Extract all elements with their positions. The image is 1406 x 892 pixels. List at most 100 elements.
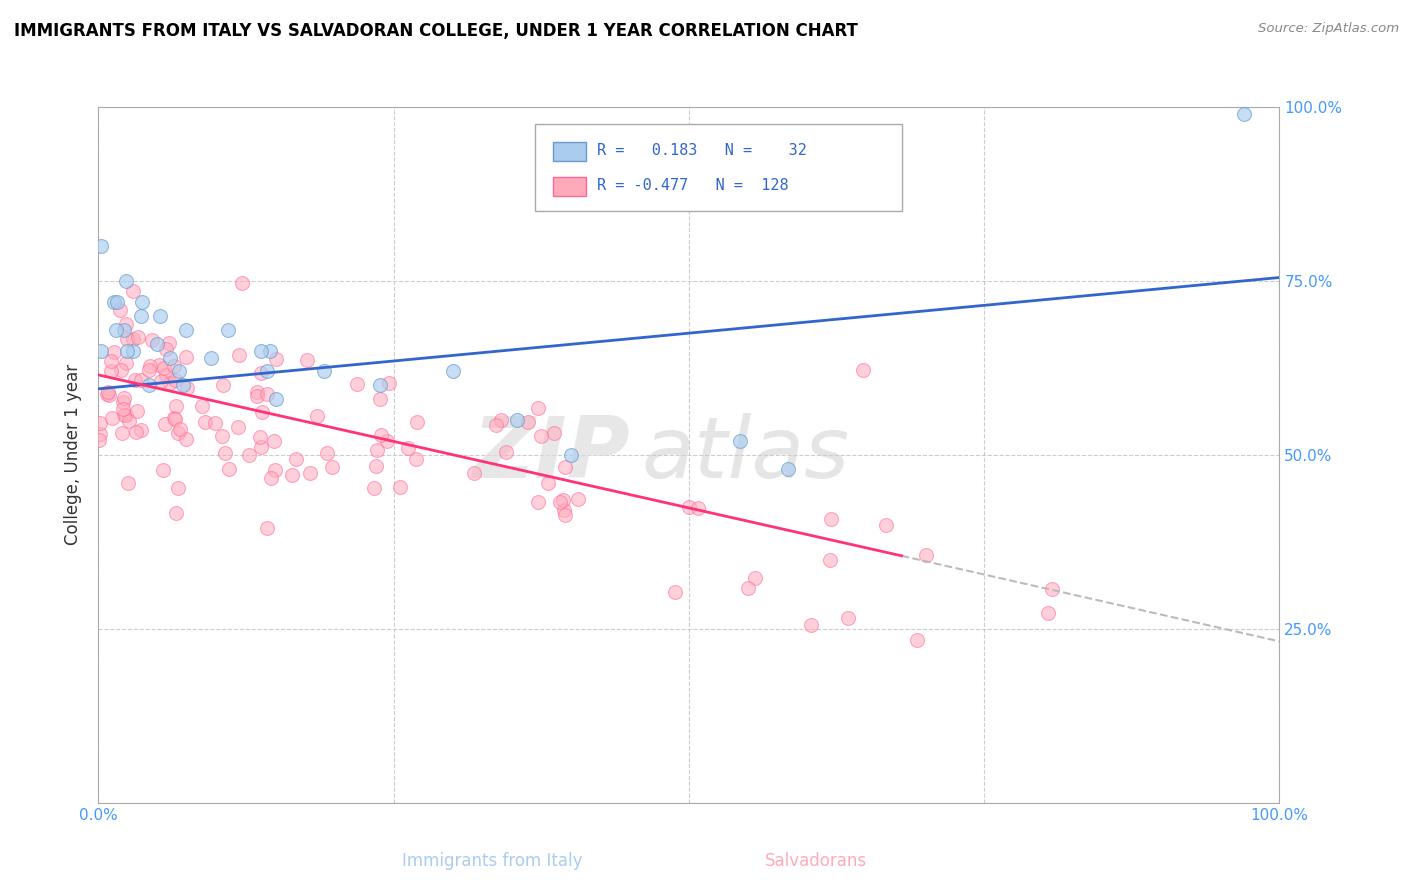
Point bbox=[678, 500, 700, 514]
Point bbox=[163, 373, 186, 387]
Point bbox=[226, 420, 249, 434]
Point bbox=[155, 342, 177, 356]
Point bbox=[263, 434, 285, 448]
Point bbox=[228, 348, 250, 362]
Point bbox=[146, 336, 169, 351]
Point bbox=[115, 317, 138, 331]
Point bbox=[664, 584, 686, 599]
Text: atlas: atlas bbox=[641, 413, 849, 497]
Point bbox=[167, 364, 190, 378]
Point bbox=[100, 364, 122, 378]
Text: IMMIGRANTS FROM ITALY VS SALVADORAN COLLEGE, UNDER 1 YEAR CORRELATION CHART: IMMIGRANTS FROM ITALY VS SALVADORAN COLL… bbox=[14, 22, 858, 40]
Y-axis label: College, Under 1 year: College, Under 1 year bbox=[65, 364, 83, 546]
Point bbox=[108, 303, 131, 318]
Point bbox=[217, 323, 239, 337]
Point bbox=[250, 404, 273, 418]
Point bbox=[165, 412, 187, 426]
Point bbox=[820, 512, 842, 526]
Point bbox=[281, 467, 304, 482]
Point bbox=[321, 459, 343, 474]
Point bbox=[915, 548, 938, 562]
Point bbox=[744, 572, 766, 586]
Point bbox=[543, 425, 565, 440]
Point bbox=[204, 416, 226, 430]
Point bbox=[107, 294, 129, 309]
Point bbox=[149, 309, 172, 323]
Point bbox=[96, 385, 118, 400]
Point bbox=[554, 508, 576, 522]
Point bbox=[194, 415, 217, 429]
Point bbox=[368, 378, 391, 392]
Point bbox=[176, 432, 198, 446]
Text: ZIP: ZIP bbox=[472, 413, 630, 497]
Point bbox=[118, 414, 141, 428]
Point bbox=[176, 323, 198, 337]
Point bbox=[117, 475, 139, 490]
Point bbox=[249, 343, 271, 358]
Point bbox=[305, 409, 328, 423]
Point bbox=[852, 362, 875, 376]
Point bbox=[256, 364, 278, 378]
Point bbox=[105, 323, 128, 337]
Point bbox=[90, 343, 112, 358]
Point bbox=[776, 462, 799, 476]
Point bbox=[112, 392, 135, 406]
Text: R = -0.477   N =  128: R = -0.477 N = 128 bbox=[596, 178, 789, 194]
Point bbox=[110, 363, 132, 377]
Point bbox=[167, 425, 190, 440]
Point bbox=[405, 452, 427, 467]
Point bbox=[157, 335, 180, 350]
Point bbox=[907, 633, 929, 648]
Point bbox=[560, 448, 582, 462]
Point bbox=[167, 481, 190, 495]
Point bbox=[837, 610, 859, 624]
Point bbox=[363, 481, 385, 495]
Point bbox=[238, 448, 260, 462]
Point bbox=[129, 309, 152, 323]
Point bbox=[112, 408, 135, 422]
Point bbox=[370, 428, 392, 442]
Point bbox=[346, 377, 368, 392]
Point bbox=[89, 416, 111, 430]
Point bbox=[264, 392, 287, 407]
Point bbox=[377, 434, 399, 449]
Point bbox=[366, 443, 388, 458]
Point bbox=[249, 440, 271, 454]
Point bbox=[155, 417, 177, 432]
Point bbox=[506, 413, 529, 427]
Point bbox=[103, 294, 125, 309]
Point bbox=[111, 395, 134, 409]
Point bbox=[125, 425, 148, 439]
Point bbox=[800, 618, 823, 632]
Point bbox=[256, 521, 278, 535]
Point bbox=[112, 323, 135, 337]
Point bbox=[212, 377, 235, 392]
Point bbox=[100, 354, 122, 368]
Point bbox=[165, 507, 187, 521]
Text: Salvadorans: Salvadorans bbox=[765, 852, 866, 870]
Point bbox=[211, 429, 233, 443]
Point bbox=[245, 389, 267, 403]
Point bbox=[159, 376, 181, 390]
Point bbox=[388, 480, 411, 494]
FancyBboxPatch shape bbox=[553, 177, 586, 196]
Point bbox=[127, 330, 149, 344]
Point bbox=[818, 552, 841, 566]
Point bbox=[115, 409, 138, 423]
Point bbox=[89, 426, 111, 441]
Point bbox=[554, 459, 576, 474]
Point bbox=[131, 294, 153, 309]
Point bbox=[149, 375, 172, 389]
Point bbox=[129, 373, 152, 387]
Point bbox=[730, 434, 752, 448]
Point bbox=[463, 466, 485, 480]
Point bbox=[115, 343, 138, 358]
Point bbox=[165, 399, 187, 413]
Point bbox=[485, 417, 508, 432]
Point bbox=[1036, 606, 1059, 620]
Point bbox=[174, 351, 197, 365]
Point bbox=[527, 401, 550, 415]
Point bbox=[148, 358, 170, 372]
Point bbox=[285, 452, 308, 467]
Point bbox=[103, 345, 125, 359]
